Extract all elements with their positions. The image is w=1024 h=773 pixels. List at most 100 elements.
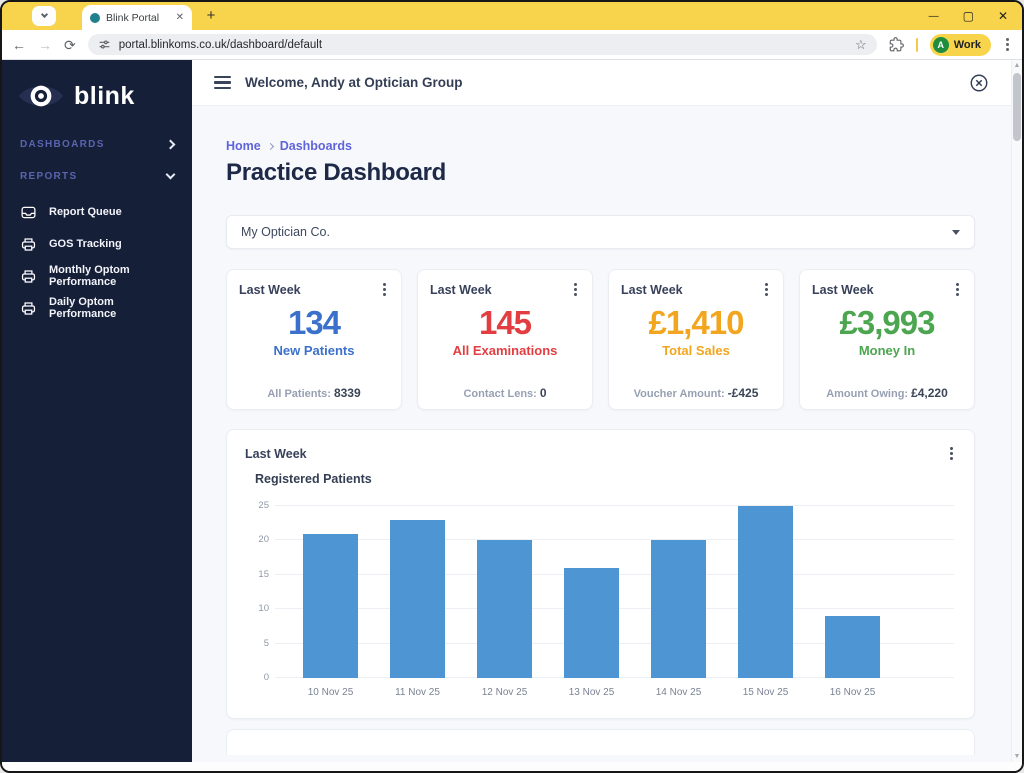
sidebar-item-gos-tracking[interactable]: GOS Tracking: [2, 228, 192, 260]
card-menu-button[interactable]: [953, 280, 962, 299]
blink-eye-icon: [18, 78, 64, 114]
window-close-button[interactable]: ✕: [998, 9, 1008, 23]
close-circle-icon: [969, 73, 989, 93]
profile-name: Work: [954, 39, 981, 51]
bar-15-nov-25[interactable]: [738, 506, 794, 678]
welcome-text: Welcome, Andy at Optician Group: [245, 75, 463, 90]
brand-logo-text: blink: [74, 82, 135, 111]
sidebar-item-report-queue[interactable]: Report Queue: [2, 196, 192, 228]
bar-14-nov-25[interactable]: [651, 540, 707, 678]
bar-13-nov-25[interactable]: [564, 568, 620, 678]
footer-value: 0: [540, 386, 547, 400]
chart-xlabels: 10 Nov 2511 Nov 2512 Nov 2513 Nov 2514 N…: [287, 687, 896, 698]
card-menu-button[interactable]: [380, 280, 389, 299]
dropdown-caret-icon: [952, 230, 960, 235]
registered-patients-chart-card: Last Week Registered Patients 0510152025…: [226, 429, 975, 719]
bar-chart: 0510152025: [275, 506, 954, 678]
bookmark-star-icon[interactable]: ☆: [855, 37, 867, 53]
back-button[interactable]: ←: [12, 38, 26, 52]
footer-label: Contact Lens:: [463, 388, 536, 400]
card-menu-button[interactable]: [571, 280, 580, 299]
site-settings-icon[interactable]: [98, 38, 111, 51]
sidebar: blink DASHBOARDS REPORTS Report Queue: [2, 60, 192, 762]
scroll-up-icon[interactable]: ▲: [1014, 62, 1021, 69]
chart-title: Registered Patients: [255, 472, 956, 486]
stat-cards-row: Last Week 134 New Patients All Patients:…: [226, 269, 975, 410]
window-controls: — ▢ ✕: [929, 2, 1008, 30]
app-header: Welcome, Andy at Optician Group: [192, 60, 1011, 106]
url-text[interactable]: portal.blinkoms.co.uk/dashboard/default: [119, 39, 847, 51]
stat-card-total-sales: Last Week £1,410 Total Sales Voucher Amo…: [608, 269, 784, 410]
bar-slot: [635, 506, 722, 678]
stat-card-new-patients: Last Week 134 New Patients All Patients:…: [226, 269, 402, 410]
tab-search-button[interactable]: [32, 6, 56, 26]
card-menu-button[interactable]: [762, 280, 771, 299]
scrollbar-thumb[interactable]: [1013, 73, 1021, 141]
footer-value: £4,220: [911, 386, 948, 400]
hamburger-menu-icon[interactable]: [214, 76, 231, 90]
browser-menu-button[interactable]: [1003, 35, 1012, 54]
bar-16-nov-25[interactable]: [825, 616, 881, 678]
stat-footer: Amount Owing:£4,220: [812, 379, 962, 400]
tab-strip: Blink Portal ✕ + — ▢ ✕: [2, 2, 1022, 30]
bar-slot: [374, 506, 461, 678]
browser-tab[interactable]: Blink Portal ✕: [82, 5, 192, 30]
footer-value: 8339: [334, 386, 361, 400]
bar-11-nov-25[interactable]: [390, 520, 446, 678]
y-tick-label: 5: [245, 638, 269, 649]
x-tick-label: 13 Nov 25: [548, 687, 635, 698]
page-title: Practice Dashboard: [226, 159, 975, 187]
new-tab-button[interactable]: +: [202, 7, 220, 24]
sidebar-section-label: REPORTS: [20, 171, 77, 182]
bar-12-nov-25[interactable]: [477, 540, 533, 678]
footer-label: Amount Owing:: [826, 388, 908, 400]
tab-favicon-icon: [90, 13, 100, 23]
printer-icon: [20, 300, 37, 317]
address-bar[interactable]: portal.blinkoms.co.uk/dashboard/default …: [88, 34, 877, 55]
sidebar-section-label: DASHBOARDS: [20, 139, 105, 150]
sidebar-section-dashboards[interactable]: DASHBOARDS: [2, 128, 192, 160]
extensions-icon[interactable]: [889, 37, 904, 52]
sidebar-item-monthly-optom-performance[interactable]: Monthly Optom Performance: [2, 260, 192, 292]
sidebar-item-label: Monthly Optom Performance: [49, 264, 174, 288]
chevron-right-icon: [267, 143, 274, 150]
sidebar-item-daily-optom-performance[interactable]: Daily Optom Performance: [2, 292, 192, 324]
breadcrumb: Home Dashboards: [226, 139, 975, 153]
browser-toolbar: ← → ⟳ portal.blinkoms.co.uk/dashboard/de…: [2, 30, 1022, 60]
printer-icon: [20, 268, 37, 285]
reload-button[interactable]: ⟳: [64, 38, 76, 52]
bar-slot: [722, 506, 809, 678]
page-scrollbar[interactable]: ▲ ▼: [1011, 60, 1022, 762]
breadcrumb-home-link[interactable]: Home: [226, 139, 261, 153]
y-tick-label: 20: [245, 534, 269, 545]
browser-window: Blink Portal ✕ + — ▢ ✕ ← → ⟳ portal.blin…: [0, 0, 1024, 773]
profile-chip[interactable]: A Work: [930, 34, 991, 56]
card-period: Last Week: [239, 283, 301, 297]
bar-slot: [548, 506, 635, 678]
toolbar-divider: [916, 38, 918, 52]
scroll-down-icon[interactable]: ▼: [1014, 753, 1021, 760]
breadcrumb-dashboards-link[interactable]: Dashboards: [280, 139, 352, 153]
practice-select-dropdown[interactable]: My Optician Co.: [226, 215, 975, 249]
window-maximize-button[interactable]: ▢: [963, 9, 974, 23]
x-tick-label: 16 Nov 25: [809, 687, 896, 698]
bar-slot: [287, 506, 374, 678]
forward-button[interactable]: →: [38, 38, 52, 52]
logout-button[interactable]: [969, 73, 989, 93]
footer-label: Voucher Amount:: [634, 388, 725, 400]
profile-avatar: A: [933, 37, 949, 53]
main-region: Welcome, Andy at Optician Group Home Das…: [192, 60, 1011, 762]
stat-card-money-in: Last Week £3,993 Money In Amount Owing:£…: [799, 269, 975, 410]
bar-10-nov-25[interactable]: [303, 534, 359, 678]
sidebar-section-reports[interactable]: REPORTS: [2, 160, 192, 192]
footer-label: All Patients:: [267, 388, 331, 400]
brand-logo[interactable]: blink: [2, 68, 192, 128]
printer-icon: [20, 236, 37, 253]
window-minimize-button[interactable]: —: [929, 11, 939, 22]
x-tick-label: 15 Nov 25: [722, 687, 809, 698]
chart-bars: [287, 506, 896, 678]
stat-footer: Contact Lens: 0: [430, 379, 580, 400]
bar-slot: [809, 506, 896, 678]
card-menu-button[interactable]: [947, 444, 956, 463]
tab-close-icon[interactable]: ✕: [176, 13, 184, 23]
